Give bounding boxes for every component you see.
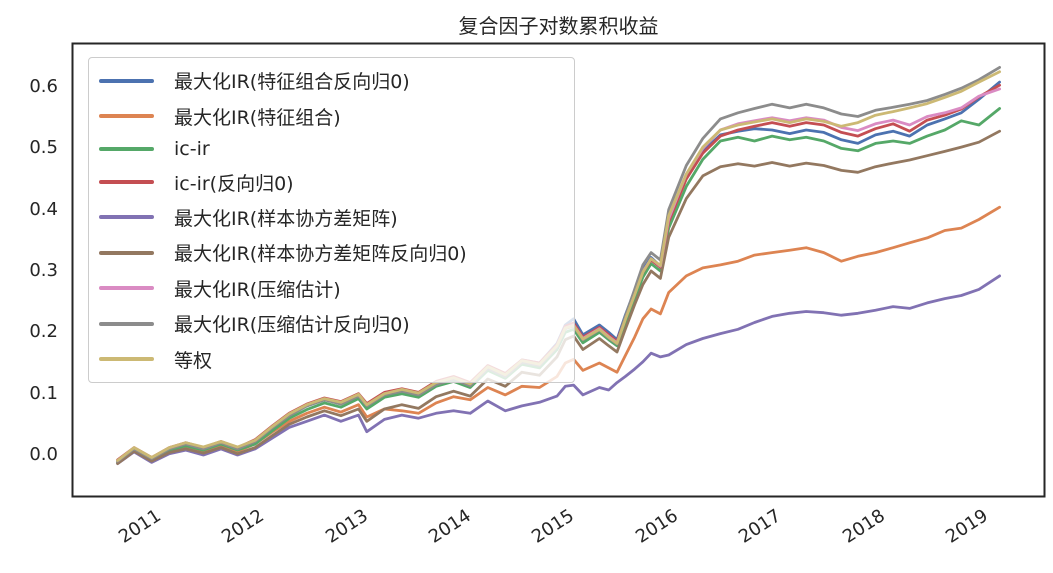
legend-item-7: 最大化IR(压缩估计反向归0) (99, 310, 566, 337)
legend-item-6: 最大化IR(压缩估计) (99, 275, 566, 302)
series-line-2 (116, 107, 1001, 464)
legend-swatch-icon (99, 180, 154, 185)
legend-swatch-icon (99, 147, 154, 152)
plot-frame (71, 42, 1046, 498)
y-tick-label: 0.0 (29, 444, 58, 465)
series-line-8 (116, 70, 1001, 462)
legend-label: ic-ir (174, 138, 210, 161)
legend-item-8: 等权 (99, 346, 566, 373)
y-tick-label: 0.5 (29, 137, 58, 159)
legend-label: 最大化IR(压缩估计) (174, 278, 341, 301)
legend-item-4: 最大化IR(样本协方差矩阵) (99, 204, 566, 231)
series-line-4 (116, 274, 1001, 466)
y-tick-label: 0.2 (29, 321, 58, 343)
series-lines (116, 66, 1001, 466)
legend-label: 等权 (174, 349, 213, 372)
y-tick-label: 0.1 (29, 382, 58, 404)
legend-label: 最大化IR(特征组合) (174, 106, 341, 129)
legend: 最大化IR(特征组合反向归0) 最大化IR(特征组合) ic-ir ic-ir(反向归… (88, 57, 575, 383)
legend-swatch-icon (99, 78, 154, 83)
chart-title: 复合因子对数累积收益 (458, 14, 659, 38)
legend-swatch-icon (99, 215, 154, 220)
legend-label: 最大化IR(样本协方差矩阵) (174, 207, 398, 230)
y-tick-label: 0.4 (29, 198, 58, 220)
legend-swatch-icon (99, 250, 154, 255)
legend-item-0: 最大化IR(特征组合反向归0) (99, 67, 566, 94)
legend-item-2: ic-ir (99, 138, 566, 160)
legend-item-5: 最大化IR(样本协方差矩阵反向归0) (99, 239, 566, 266)
legend-item-3: ic-ir(反向归0) (99, 169, 566, 196)
legend-label: 最大化IR(特征组合反向归0) (174, 71, 410, 94)
legend-swatch-icon (99, 114, 154, 119)
legend-label: ic-ir(反向归0) (174, 172, 294, 195)
y-tick-label: 0.6 (29, 76, 58, 98)
legend-label: 最大化IR(压缩估计反向归0) (174, 314, 410, 337)
legend-item-1: 最大化IR(特征组合) (99, 103, 566, 130)
legend-label: 最大化IR(样本协方差矩阵反向归0) (174, 243, 467, 266)
legend-swatch-icon (99, 321, 154, 326)
series-line-5 (116, 129, 1001, 466)
legend-swatch-icon (99, 286, 154, 291)
legend-swatch-icon (99, 357, 154, 362)
series-line-1 (116, 205, 1001, 464)
y-tick-label: 0.3 (29, 260, 58, 281)
